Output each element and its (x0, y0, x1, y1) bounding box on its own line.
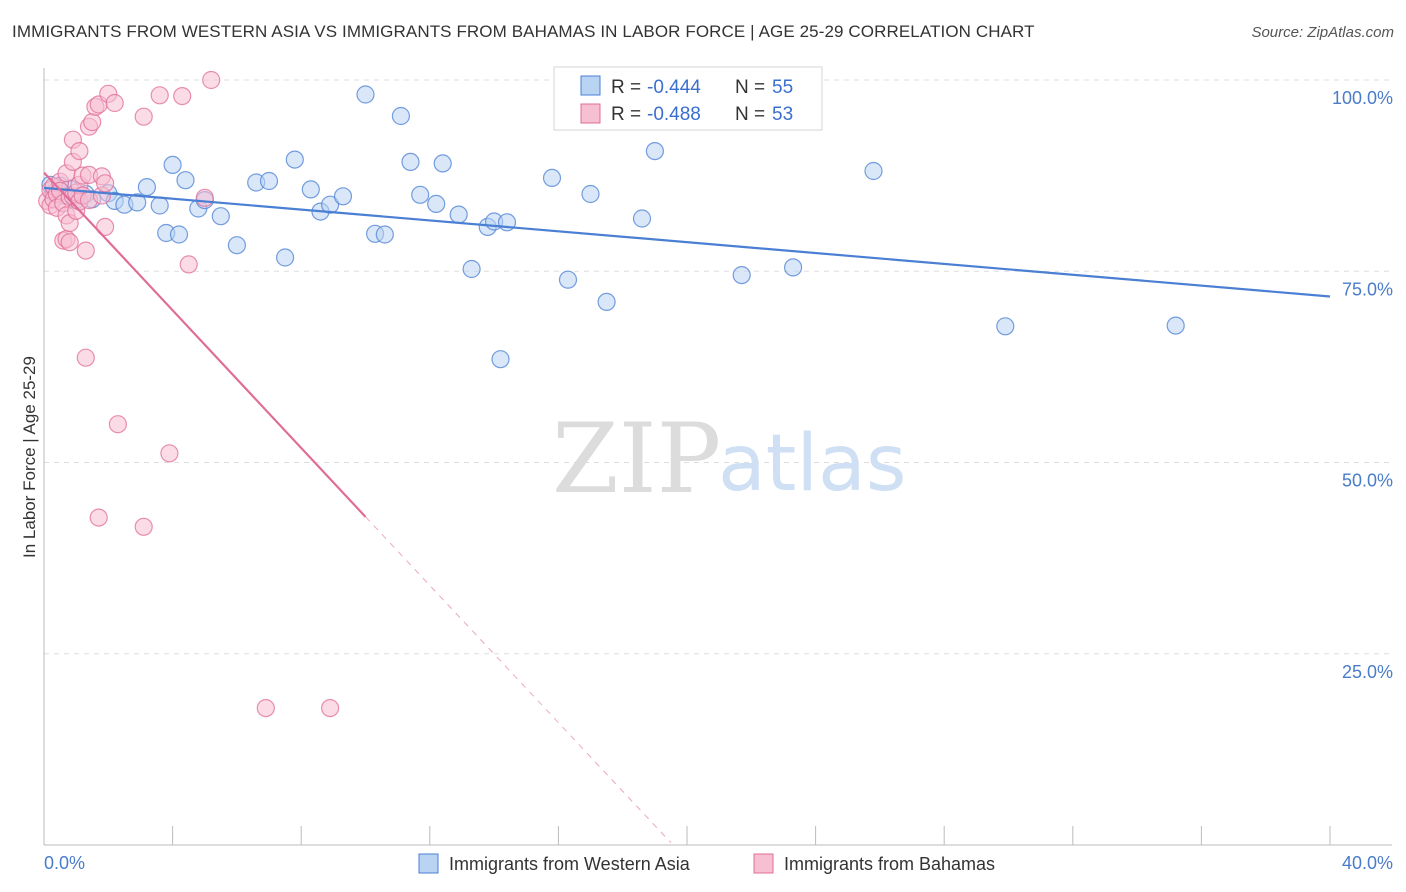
legend: R = -0.444 N = 55 R = -0.488 N = 53 (553, 66, 823, 131)
point-series1-15 (60, 233, 79, 252)
point-series0-51 (783, 258, 803, 277)
point-series1-47 (173, 86, 192, 106)
point-series1-44 (134, 107, 153, 126)
point-series0-11 (128, 193, 147, 212)
point-series0-24 (276, 248, 295, 267)
y-tick-label-1: 50.0% (1342, 471, 1393, 491)
bottom-legend-swatch-western-asia (418, 853, 439, 874)
point-series1-28 (76, 241, 95, 260)
watermark-atlas: atlas (718, 419, 907, 509)
point-series1-46 (160, 444, 179, 463)
point-series0-21 (227, 236, 246, 255)
chart-title: IMMIGRANTS FROM WESTERN ASIA VS IMMIGRAN… (12, 22, 1035, 41)
legend-n-value-1: 55 (772, 77, 793, 98)
x-tick-label-1: 40.0% (1342, 853, 1393, 873)
legend-r-value-2: -0.488 (647, 104, 701, 125)
point-series0-13 (150, 196, 169, 215)
point-series0-32 (375, 225, 394, 244)
point-series0-53 (996, 317, 1015, 336)
y-tick-labels: 25.0% 50.0% 75.0% 100.0% (1332, 88, 1393, 682)
legend-n-label-1: N = (735, 77, 765, 98)
point-series1-42 (108, 415, 128, 434)
point-series0-15 (163, 155, 182, 174)
point-series1-22 (70, 142, 89, 161)
point-series0-39 (462, 259, 481, 279)
point-series0-30 (356, 85, 375, 104)
watermark-zip: ZIP (552, 403, 721, 515)
point-series0-28 (321, 195, 340, 214)
point-series1-39 (95, 217, 115, 236)
point-series1-49 (195, 188, 214, 207)
point-series0-16 (169, 225, 189, 244)
y-tick-label-2: 75.0% (1342, 279, 1393, 299)
bottom-legend-label-bahamas: Immigrants from Bahamas (784, 854, 995, 874)
point-series0-44 (542, 168, 562, 187)
point-series0-36 (427, 194, 446, 213)
point-series1-41 (105, 93, 124, 113)
point-series1-34 (89, 508, 108, 527)
point-series1-52 (321, 698, 340, 718)
point-series0-34 (401, 152, 420, 171)
point-series0-50 (732, 266, 751, 285)
point-series1-27 (76, 348, 95, 367)
point-series1-38 (95, 174, 115, 193)
bottom-legend-swatch-bahamas (753, 853, 774, 874)
point-series1-45 (150, 86, 169, 105)
point-series0-20 (211, 207, 230, 226)
source-label: Source: ZipAtlas.com (1251, 24, 1394, 41)
point-series1-50 (202, 70, 221, 90)
y-tick-label-3: 100.0% (1332, 88, 1393, 108)
point-series0-45 (558, 270, 578, 289)
point-series0-29 (333, 187, 353, 206)
x-tick-label-0: 0.0% (44, 853, 85, 873)
trend-line-series1 (43, 171, 367, 518)
legend-r-value-1: -0.444 (647, 77, 701, 98)
point-series0-49 (645, 142, 665, 161)
point-series0-48 (632, 209, 652, 228)
point-series0-17 (176, 171, 195, 190)
bottom-legend: Immigrants from Western Asia Immigrants … (418, 853, 995, 874)
point-series0-52 (864, 161, 883, 181)
point-series0-43 (491, 350, 510, 369)
data-points (38, 70, 1185, 718)
trend-line-series0 (43, 186, 1331, 298)
point-series0-54 (1166, 316, 1185, 335)
point-series1-51 (256, 698, 275, 718)
legend-r-label-2: R = (611, 104, 641, 125)
bottom-legend-label-western-asia: Immigrants from Western Asia (449, 854, 691, 874)
point-series0-38 (449, 205, 468, 224)
y-axis-label: In Labor Force | Age 25-29 (20, 356, 39, 558)
legend-swatch-bahamas (580, 103, 601, 124)
legend-n-value-2: 53 (772, 104, 793, 125)
point-series0-12 (137, 178, 156, 197)
axes (43, 68, 1392, 846)
point-series0-25 (285, 150, 304, 169)
legend-swatch-western-asia (580, 75, 601, 96)
trend-lines (43, 171, 1331, 844)
y-tick-label-0: 25.0% (1342, 662, 1393, 682)
grid-lines (44, 79, 1392, 655)
point-series0-47 (597, 292, 616, 311)
point-series0-23 (259, 171, 279, 191)
point-series0-33 (391, 106, 410, 126)
legend-r-label-1: R = (611, 77, 641, 98)
point-series0-26 (301, 180, 320, 199)
point-series0-37 (433, 154, 452, 173)
legend-n-label-2: N = (735, 104, 765, 125)
point-series0-46 (581, 184, 600, 204)
point-series1-32 (83, 112, 102, 132)
x-tick-labels: 0.0% 40.0% (44, 853, 1393, 873)
point-series0-35 (411, 185, 430, 204)
point-series1-43 (134, 517, 153, 536)
watermark: ZIP atlas (552, 403, 907, 515)
point-series1-48 (179, 255, 198, 274)
trend-extension-series1 (365, 516, 672, 844)
